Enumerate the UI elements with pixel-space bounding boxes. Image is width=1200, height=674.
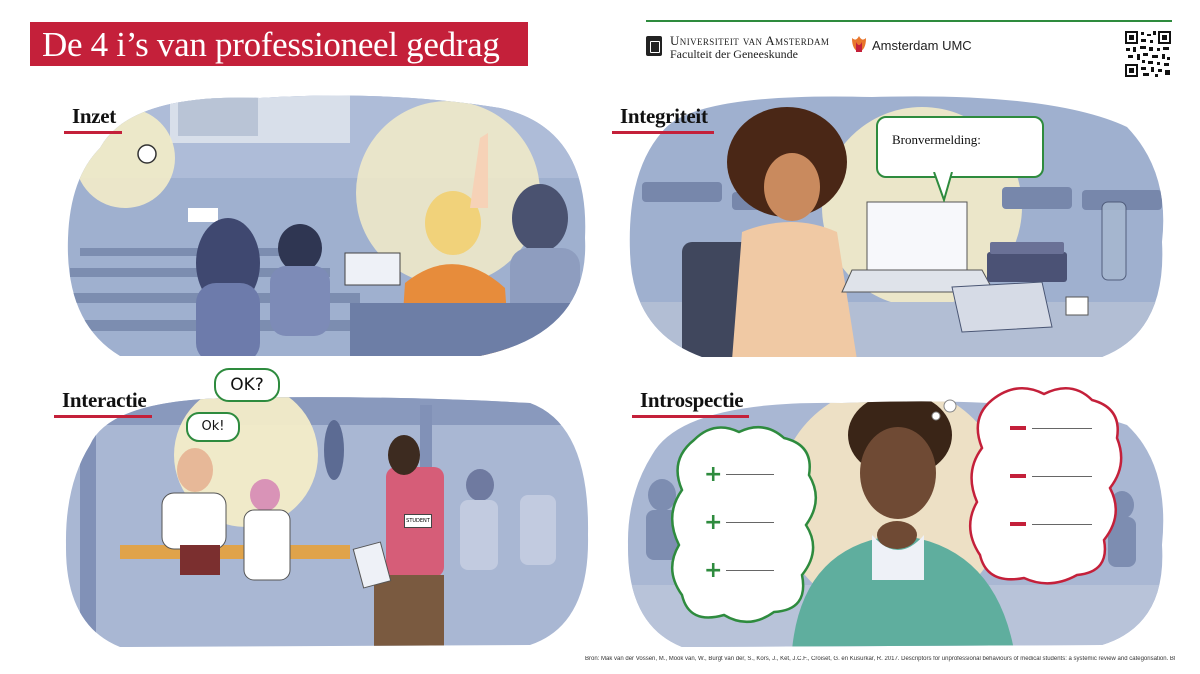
minus-icon (1010, 426, 1026, 430)
plus-thought-cloud (671, 425, 817, 623)
ok-question-bubble: OK? (214, 368, 280, 402)
minus-row (1010, 452, 1092, 500)
plus-icon: + (704, 557, 723, 583)
plus-list: + + + (704, 450, 774, 594)
plus-row: + (704, 498, 774, 546)
page-title: De 4 i’s van professioneel gedrag (42, 24, 500, 64)
bronvermelding-text: Bronvermelding: (892, 132, 981, 147)
ok-question-text: OK? (230, 375, 264, 395)
section-label-integriteit: Integriteit (612, 104, 714, 134)
bronvermelding-bubble: Bronvermelding: (876, 116, 1044, 178)
minus-icon (1010, 474, 1026, 478)
source-note: Bron: Mak van der Vossen, M., Mook van, … (585, 656, 1175, 662)
qr-code-icon (1124, 30, 1172, 78)
minus-icon (1010, 522, 1026, 526)
plus-icon: + (704, 509, 723, 535)
header-rule (646, 20, 1172, 22)
uva-logo: Universiteit van Amsterdam Faculteit der… (646, 33, 830, 62)
plus-row: + (704, 450, 774, 498)
student-badge: STUDENT (404, 514, 432, 528)
plus-row: + (704, 546, 774, 594)
thought-dots-icon (931, 399, 957, 421)
amc-tulip-icon (852, 36, 866, 52)
interactie-scene (65, 397, 589, 647)
minus-list (1010, 404, 1092, 548)
plus-icon: + (704, 461, 723, 487)
section-label-interactie: Interactie (53, 388, 153, 418)
section-label-inzet: Inzet (64, 104, 122, 134)
uva-name: Universiteit van Amsterdam (670, 33, 830, 48)
minus-row (1010, 500, 1092, 548)
ok-exclaim-text: Ok! (201, 419, 225, 434)
section-label-introspectie: Introspectie (631, 388, 750, 418)
uva-faculty: Faculteit der Geneeskunde (670, 47, 798, 62)
amc-name: Amsterdam UMC (872, 37, 972, 53)
speech-tail-icon (933, 172, 953, 202)
amc-logo: Amsterdam UMC (850, 34, 972, 56)
uva-seal-icon (646, 36, 662, 56)
inzet-scene (67, 95, 586, 357)
ok-exclaim-bubble: Ok! (186, 412, 240, 442)
minus-row (1010, 404, 1092, 452)
title-banner: De 4 i’s van professioneel gedrag (30, 22, 528, 66)
minus-thought-cloud (969, 387, 1123, 585)
